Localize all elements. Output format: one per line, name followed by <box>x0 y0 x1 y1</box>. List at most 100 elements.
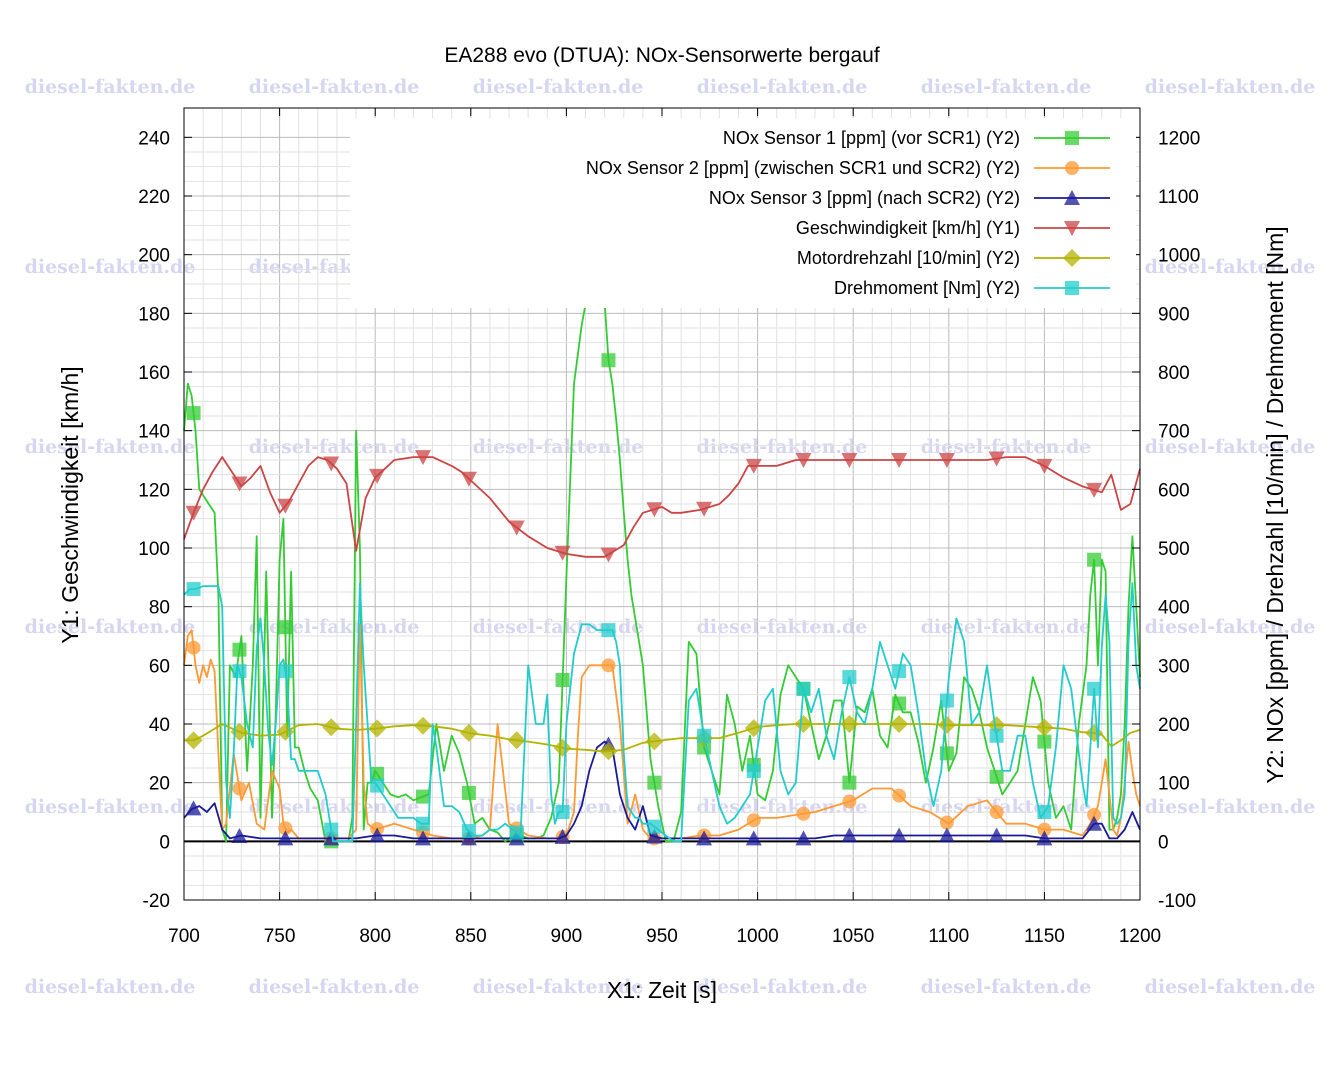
y1-tick-label: 200 <box>138 246 170 267</box>
series-marker <box>745 830 762 846</box>
series-marker <box>554 828 571 844</box>
watermark-text: diesel-fakten.de <box>1145 616 1316 638</box>
watermark-text: diesel-fakten.de <box>249 796 420 818</box>
x-tick-label: 850 <box>455 926 487 947</box>
y2-tick-label: 900 <box>1158 304 1190 325</box>
y1-tick-label: 100 <box>138 539 170 560</box>
series-marker <box>892 664 907 679</box>
series-marker <box>842 794 857 809</box>
series-marker <box>988 451 1005 467</box>
series-marker <box>461 785 476 800</box>
watermark-text: diesel-fakten.de <box>697 616 868 638</box>
series-marker <box>186 640 201 655</box>
watermark-text: diesel-fakten.de <box>249 76 420 98</box>
series-marker <box>1037 822 1052 837</box>
series-marker <box>892 788 907 803</box>
watermark-text: diesel-fakten.de <box>25 976 196 998</box>
series-marker <box>1085 724 1104 743</box>
series-line <box>183 283 1141 843</box>
y1-tick-label: -20 <box>143 891 170 912</box>
series-marker <box>795 453 812 468</box>
y1-tick-label: 140 <box>138 422 170 443</box>
x-tick-label: 900 <box>551 926 583 947</box>
legend-label: Drehmoment [Nm] (Y2) <box>834 278 1020 298</box>
watermark-text: diesel-fakten.de <box>473 976 644 998</box>
series-marker <box>842 670 857 685</box>
series-line <box>183 582 1141 843</box>
series-6 <box>183 582 1141 843</box>
legend-marker <box>1064 190 1080 205</box>
x-tick-label: 1150 <box>1024 926 1065 947</box>
series-marker <box>324 822 339 837</box>
chart-title: EA288 evo (DTUA): NOx-Sensorwerte bergau… <box>444 44 880 67</box>
series-marker <box>696 830 713 846</box>
y1-tick-label: 240 <box>138 128 170 149</box>
series-marker <box>891 453 908 468</box>
legend: NOx Sensor 1 [ppm] (vor SCR1) (Y2) NOx Se… <box>350 118 1136 308</box>
series-marker <box>1087 681 1102 696</box>
x-tick-label: 700 <box>168 926 200 947</box>
y2-tick-label: 0 <box>1158 832 1169 853</box>
watermark-text: diesel-fakten.de <box>1145 76 1316 98</box>
series-marker <box>415 450 431 466</box>
series-marker <box>231 476 248 492</box>
watermark-text: diesel-fakten.de <box>25 436 196 458</box>
series-marker <box>746 763 761 778</box>
series-marker <box>369 468 386 484</box>
y2-tick-label: 300 <box>1158 656 1190 677</box>
series-marker <box>841 453 858 468</box>
series-marker <box>370 766 385 781</box>
series-marker <box>840 715 859 733</box>
series-marker <box>186 582 201 597</box>
watermark-text: diesel-fakten.de <box>697 436 868 458</box>
x-tick-label: 1050 <box>832 926 874 947</box>
legend-marker <box>1064 221 1080 236</box>
watermark-text: diesel-fakten.de <box>697 76 868 98</box>
x-tick-label: 800 <box>359 926 391 947</box>
series-marker <box>322 718 341 737</box>
series-marker <box>232 781 247 796</box>
series-marker <box>601 623 616 638</box>
legend-label: NOx Sensor 3 [ppm] (nach SCR2) (Y2) <box>709 188 1020 208</box>
series-layer <box>183 283 1141 849</box>
series-marker <box>746 813 761 828</box>
watermark-text: diesel-fakten.de <box>697 976 868 998</box>
watermark-text: diesel-fakten.de <box>921 976 1092 998</box>
series-marker <box>460 471 477 487</box>
series-marker <box>555 673 570 687</box>
series-marker <box>796 806 811 821</box>
y1-tick-label: 80 <box>149 598 170 619</box>
series-marker <box>323 456 340 472</box>
y1-tick-label: 180 <box>138 304 170 325</box>
series-marker <box>369 827 386 843</box>
series-line <box>184 723 1141 753</box>
series-marker <box>794 715 813 733</box>
series-marker <box>1035 718 1054 737</box>
series-marker <box>508 520 525 536</box>
y1-tick-label: 120 <box>138 480 170 501</box>
series-marker <box>696 501 713 517</box>
y2-tick-label: 500 <box>1158 539 1190 560</box>
watermark-text: diesel-fakten.de <box>249 616 420 638</box>
series-marker <box>278 821 293 836</box>
series-marker <box>601 658 616 673</box>
series-marker <box>278 620 293 635</box>
y2-tick-label: 100 <box>1158 774 1190 795</box>
watermark-text: diesel-fakten.de <box>25 76 196 98</box>
series-marker <box>744 719 763 738</box>
x-tick-label: 750 <box>264 926 296 947</box>
series-marker <box>1036 458 1053 474</box>
series-marker <box>842 775 857 790</box>
y2-tick-label: 1000 <box>1158 246 1200 267</box>
y2-tick-label: -100 <box>1158 891 1196 912</box>
series-marker <box>697 728 712 743</box>
legend-label: NOx Sensor 2 [ppm] (zwischen SCR1 und SC… <box>586 158 1020 178</box>
series-marker <box>645 732 664 751</box>
series-marker <box>938 453 955 468</box>
series-marker <box>1036 830 1053 846</box>
y2-tick-label: 700 <box>1158 422 1190 443</box>
series-marker <box>554 545 571 561</box>
series-marker <box>553 738 572 757</box>
series-4 <box>183 450 1141 563</box>
series-marker <box>600 547 617 563</box>
